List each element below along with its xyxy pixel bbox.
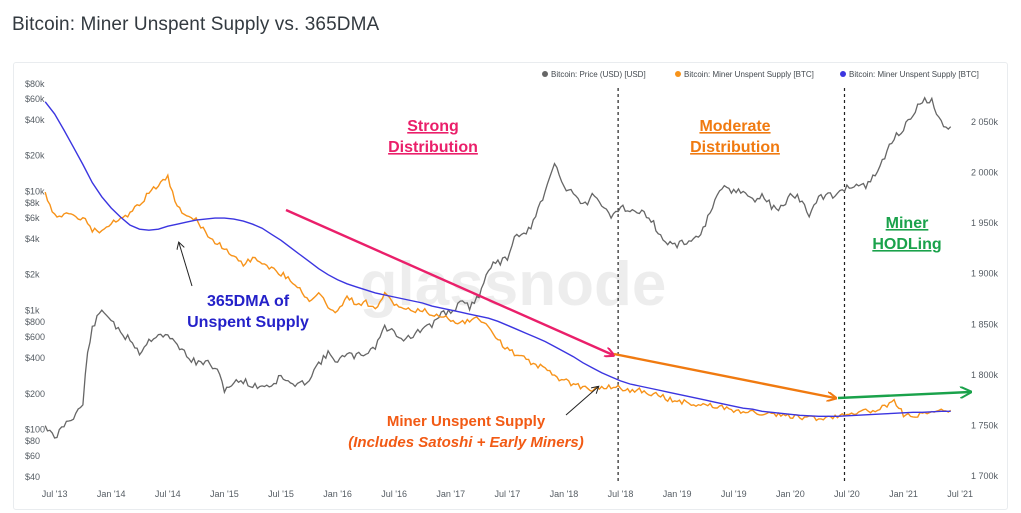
y-left-tick-8: $2k	[25, 270, 40, 280]
x-tick-11: Jan '19	[663, 489, 692, 499]
series-price-line	[44, 96, 952, 439]
annotation-strong-distribution-line-0: Strong	[407, 118, 459, 135]
x-tick-1: Jan '14	[97, 489, 126, 499]
annotation-moderate-distribution-line-0: Moderate	[699, 118, 770, 135]
y-left-tick-6: $6k	[25, 213, 40, 223]
pointer-365dma	[179, 243, 193, 287]
legend-marker-2	[840, 71, 846, 77]
x-tick-12: Jul '19	[721, 489, 747, 499]
x-tick-3: Jan '15	[210, 489, 239, 499]
legend-label-1: Bitcoin: Miner Unspent Supply [BTC]	[684, 70, 814, 79]
y-left-tick-5: $8k	[25, 198, 40, 208]
annotation-365dma-line-0: 365DMA of	[207, 293, 290, 310]
y-right-tick-6: 1 750k	[971, 420, 999, 430]
x-tick-6: Jul '16	[381, 489, 407, 499]
legend-marker-1	[675, 71, 681, 77]
annotation-miner-hodling-line-1: HODLing	[872, 236, 941, 253]
y-left-tick-14: $100	[25, 425, 45, 435]
x-tick-8: Jul '17	[494, 489, 520, 499]
y-left-tick-0: $80k	[25, 79, 45, 89]
y-left-tick-16: $60	[25, 451, 40, 461]
arrow-moderate-distribution	[613, 352, 835, 398]
legend-label-0: Bitcoin: Price (USD) [USD]	[551, 70, 646, 79]
y-right-tick-4: 1 850k	[971, 319, 999, 329]
legend-marker-0	[542, 71, 548, 77]
y-right-tick-1: 2 000k	[971, 168, 999, 178]
legend-label-2: Bitcoin: Miner Unspent Supply [BTC]	[849, 70, 979, 79]
y-left-tick-10: $800	[25, 317, 45, 327]
y-left-tick-12: $400	[25, 353, 45, 363]
x-tick-10: Jul '18	[608, 489, 634, 499]
y-left-tick-7: $4k	[25, 234, 40, 244]
x-tick-7: Jan '17	[436, 489, 465, 499]
page-title: Bitcoin: Miner Unspent Supply vs. 365DMA	[12, 14, 380, 35]
y-left-tick-2: $40k	[25, 115, 45, 125]
y-right-tick-0: 2 050k	[971, 117, 999, 127]
x-tick-0: Jul '13	[42, 489, 68, 499]
x-tick-15: Jan '21	[889, 489, 918, 499]
annotation-moderate-distribution-line-1: Distribution	[690, 139, 780, 156]
y-right-tick-5: 1 800k	[971, 370, 999, 380]
x-tick-14: Jul '20	[834, 489, 860, 499]
annotation-miner-supply-line-0: Miner Unspent Supply	[387, 413, 546, 430]
annotation-miner-supply-line-1: (Includes Satoshi + Early Miners)	[348, 434, 584, 451]
pointer-miner-supply	[565, 387, 598, 416]
annotation-365dma-line-1: Unspent Supply	[187, 314, 309, 331]
x-tick-5: Jan '16	[323, 489, 352, 499]
y-left-tick-15: $80	[25, 436, 40, 446]
x-tick-9: Jan '18	[550, 489, 579, 499]
y-left-tick-4: $10k	[25, 187, 45, 197]
y-right-tick-2: 1 950k	[971, 218, 999, 228]
x-tick-4: Jul '15	[268, 489, 294, 499]
series-miner-supply-line	[44, 173, 952, 422]
y-left-tick-1: $60k	[25, 94, 45, 104]
chart-frame	[13, 62, 1008, 510]
series-365dma-line	[44, 101, 951, 417]
x-tick-13: Jan '20	[776, 489, 805, 499]
arrow-miner-hodling	[837, 392, 970, 400]
watermark: glassnode	[360, 250, 667, 319]
y-left-tick-9: $1k	[25, 306, 40, 316]
y-left-tick-13: $200	[25, 389, 45, 399]
y-left-tick-17: $40	[25, 472, 40, 482]
x-tick-16: Jul '21	[947, 489, 973, 499]
annotation-strong-distribution-line-1: Distribution	[388, 139, 478, 156]
x-tick-2: Jul '14	[155, 489, 181, 499]
y-right-tick-7: 1 700k	[971, 471, 999, 481]
y-left-tick-3: $20k	[25, 151, 45, 161]
arrow-strong-distribution	[285, 208, 613, 355]
y-left-tick-11: $600	[25, 332, 45, 342]
annotation-miner-hodling-line-0: Miner	[886, 215, 929, 232]
y-right-tick-3: 1 900k	[971, 269, 999, 279]
